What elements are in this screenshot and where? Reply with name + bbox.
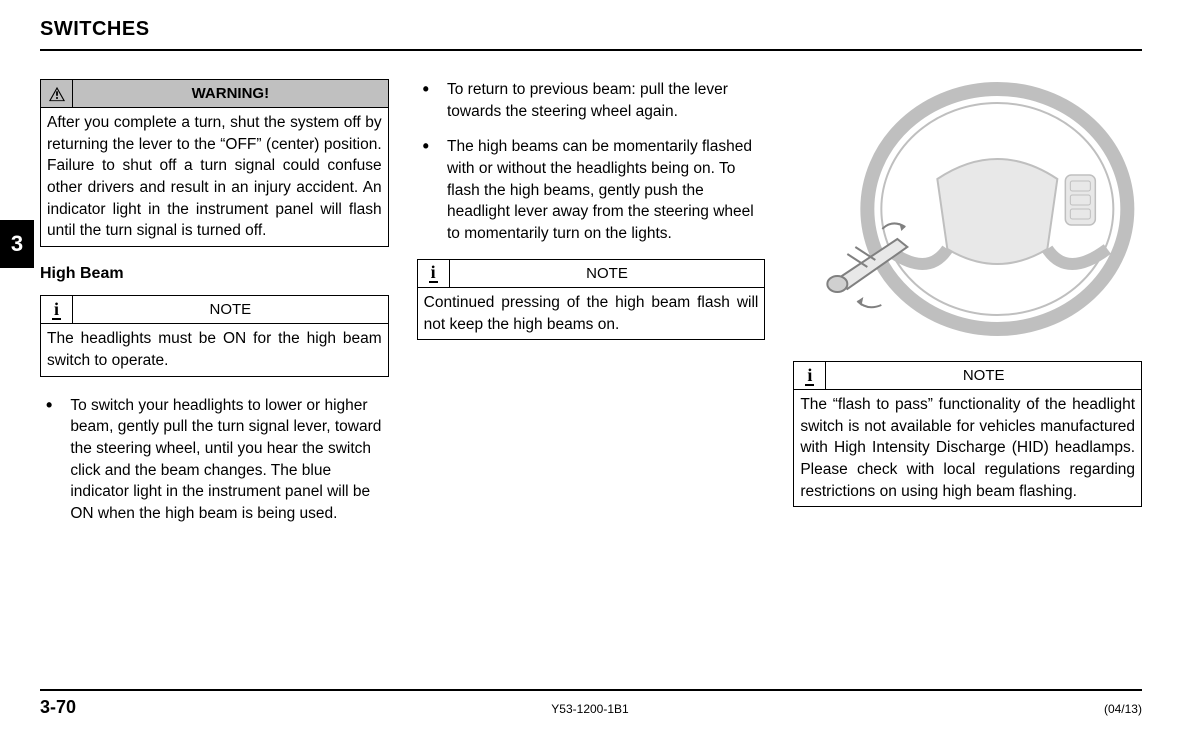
column-2: • To return to previous beam: pull the l… <box>417 79 766 539</box>
bullet-text: To switch your headlights to lower or hi… <box>70 395 388 525</box>
column-1: WARNING! After you complete a turn, shut… <box>40 79 389 539</box>
list-item: • To switch your headlights to lower or … <box>40 395 389 525</box>
note-box-3: i NOTE The “flash to pass” functionality… <box>793 361 1142 507</box>
section-title: SWITCHES <box>40 18 1142 51</box>
bullet-icon: • <box>423 136 429 244</box>
info-icon: i <box>794 362 826 389</box>
steering-wheel-diagram <box>793 79 1142 339</box>
note-body-2: Continued pressing of the high beam flas… <box>418 288 765 339</box>
note-title-2: NOTE <box>450 265 765 282</box>
content-columns: WARNING! After you complete a turn, shut… <box>40 79 1142 539</box>
document-id: Y53-1200-1B1 <box>551 702 628 716</box>
chapter-tab: 3 <box>0 220 34 268</box>
info-icon: i <box>41 296 73 323</box>
note-header-1: i NOTE <box>41 296 388 324</box>
list-item: • The high beams can be momentarily flas… <box>417 136 766 244</box>
note-title-1: NOTE <box>73 301 388 318</box>
warning-header: WARNING! <box>41 80 388 108</box>
note-header-3: i NOTE <box>794 362 1141 390</box>
note-body-1: The headlights must be ON for the high b… <box>41 324 388 375</box>
bullet-icon: • <box>423 79 429 122</box>
info-icon: i <box>418 260 450 287</box>
bullet-icon: • <box>46 395 52 525</box>
note-title-3: NOTE <box>826 367 1141 384</box>
warning-title: WARNING! <box>73 85 388 102</box>
page-number: 3-70 <box>40 697 76 718</box>
column-3: i NOTE The “flash to pass” functionality… <box>793 79 1142 539</box>
bullet-text: The high beams can be momentarily flashe… <box>447 136 765 244</box>
note-box-2: i NOTE Continued pressing of the high be… <box>417 259 766 340</box>
page-footer: 3-70 Y53-1200-1B1 (04/13) <box>40 689 1142 718</box>
note-header-2: i NOTE <box>418 260 765 288</box>
warning-body: After you complete a turn, shut the syst… <box>41 108 388 246</box>
note-box-1: i NOTE The headlights must be ON for the… <box>40 295 389 376</box>
note-body-3: The “flash to pass” functionality of the… <box>794 390 1141 506</box>
list-item: • To return to previous beam: pull the l… <box>417 79 766 122</box>
warning-icon <box>41 80 73 107</box>
subheading-high-beam: High Beam <box>40 265 389 283</box>
revision-date: (04/13) <box>1104 702 1142 716</box>
warning-box: WARNING! After you complete a turn, shut… <box>40 79 389 247</box>
bullet-text: To return to previous beam: pull the lev… <box>447 79 765 122</box>
